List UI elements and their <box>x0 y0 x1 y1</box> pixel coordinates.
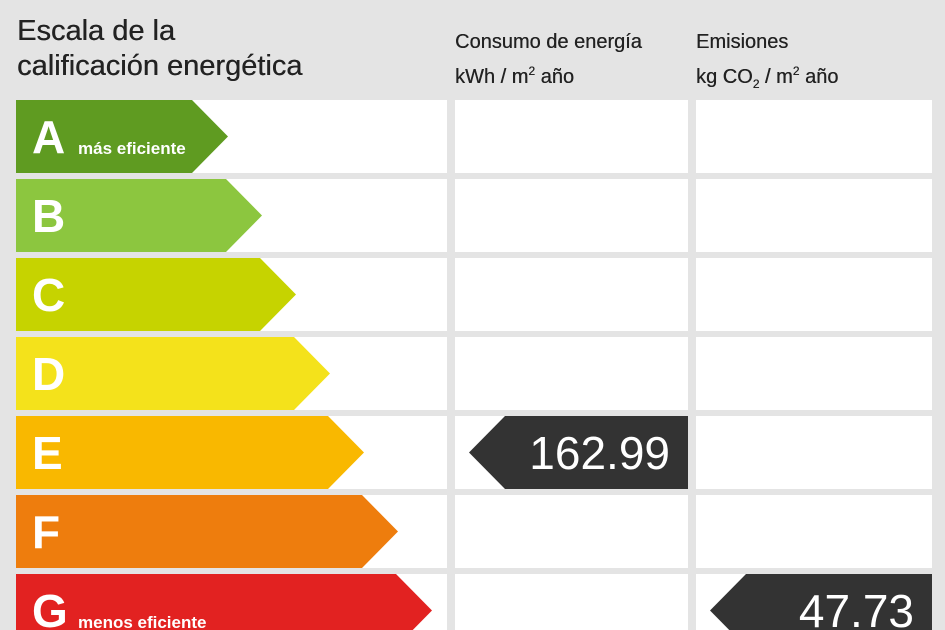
consumo-value: 162.99 <box>529 427 670 479</box>
rating-description: más eficiente <box>78 139 186 158</box>
emisiones-cell <box>696 416 932 489</box>
consumo-cell <box>455 495 688 568</box>
consumo-cell <box>455 179 688 252</box>
consumo-column-header: Consumo de energía kWh / m2 año <box>455 28 642 92</box>
rating-cell: E <box>16 416 447 489</box>
rating-row-e: E 162.99 <box>0 416 945 489</box>
emisiones-column-header: Emisiones kg CO2 / m2 año <box>696 28 838 99</box>
consumo-cell <box>455 258 688 331</box>
rating-cell: B <box>16 179 447 252</box>
rating-row-b: B <box>0 179 945 252</box>
consumo-unit-post: año <box>535 66 574 88</box>
emisiones-cell <box>696 337 932 410</box>
emisiones-header-unit: kg CO2 / m2 año <box>696 57 838 99</box>
rating-letter: C <box>32 269 66 321</box>
rating-letter: G <box>32 585 68 630</box>
rating-arrow-f: F <box>16 495 398 568</box>
consumo-unit-sup: 2 <box>528 64 536 78</box>
page-title: Escala de la calificación energética <box>17 14 302 84</box>
emisiones-unit-post: año <box>799 66 839 88</box>
rating-row-c: C <box>0 258 945 331</box>
emisiones-unit-sup: 2 <box>792 64 800 78</box>
emisiones-unit-mid: / m <box>759 66 793 88</box>
rating-arrow-e: E <box>16 416 364 489</box>
emisiones-cell <box>696 179 932 252</box>
rating-letter: D <box>32 348 66 400</box>
rating-cell: C <box>16 258 447 331</box>
title-line-2: calificación energética <box>17 50 303 82</box>
consumo-cell <box>455 337 688 410</box>
emisiones-header-title: Emisiones <box>696 31 789 53</box>
emisiones-cell <box>696 495 932 568</box>
rating-row-d: D <box>0 337 945 410</box>
consumo-unit-pre: kWh / m <box>455 66 529 88</box>
consumo-cell: 162.99 <box>455 416 688 489</box>
emisiones-unit-pre: kg CO <box>696 66 753 88</box>
rating-cell: F <box>16 495 447 568</box>
consumo-cell <box>455 574 688 630</box>
rating-letter: E <box>32 427 63 479</box>
rating-letter: B <box>32 190 66 242</box>
emisiones-unit-sub: 2 <box>752 77 760 91</box>
title-line-1: Escala de la <box>17 15 175 47</box>
rating-row-f: F <box>0 495 945 568</box>
emisiones-indicator: 47.73 <box>710 574 932 630</box>
rating-arrow-b: B <box>16 179 262 252</box>
consumo-indicator: 162.99 <box>469 416 688 489</box>
consumo-header-unit: kWh / m2 año <box>455 57 642 92</box>
emisiones-value: 47.73 <box>798 585 914 630</box>
rating-letter: F <box>32 506 61 558</box>
rating-arrow-d: D <box>16 337 330 410</box>
rating-description: menos eficiente <box>78 613 207 630</box>
rating-letter: A <box>32 111 66 163</box>
rating-cell: D <box>16 337 447 410</box>
emisiones-cell <box>696 258 932 331</box>
emisiones-cell <box>696 100 932 173</box>
consumo-cell <box>455 100 688 173</box>
rating-arrow-c: C <box>16 258 296 331</box>
emisiones-cell: 47.73 <box>696 574 932 630</box>
consumo-header-title: Consumo de energía <box>455 31 642 53</box>
